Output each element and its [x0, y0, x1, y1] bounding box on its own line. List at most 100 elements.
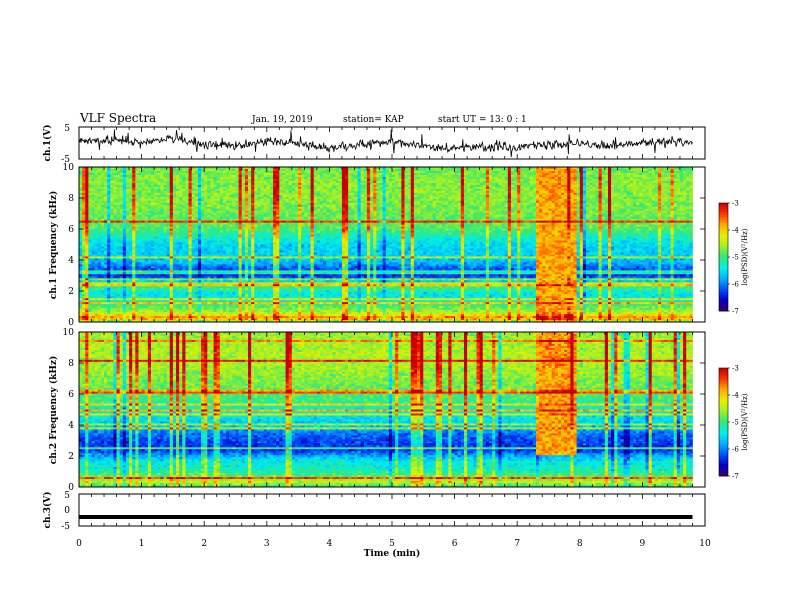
spectrogram-cell	[242, 195, 245, 197]
spectrogram-cell	[226, 266, 229, 268]
spectrogram-cell	[201, 306, 204, 308]
spectrogram-cell	[101, 173, 104, 175]
spectrogram-cell	[142, 225, 145, 227]
spectrogram-cell	[167, 221, 170, 223]
spectrogram-cell	[214, 181, 217, 183]
spectrogram-cell	[182, 225, 185, 227]
spectrogram-cell	[98, 312, 101, 314]
spectrogram-cell	[98, 245, 101, 247]
spectrogram-cell	[242, 248, 245, 250]
spectrogram-cell	[261, 258, 264, 260]
spectrogram-cell	[217, 272, 220, 274]
spectrogram-cell	[226, 316, 229, 318]
spectrogram-cell	[85, 199, 88, 201]
spectrogram-cell	[248, 256, 251, 258]
spectrogram-cell	[270, 231, 273, 233]
spectrogram-cell	[154, 300, 157, 302]
spectrogram-cell	[229, 215, 232, 217]
spectrogram-cell	[151, 239, 154, 241]
spectrogram-cell	[164, 276, 167, 278]
spectrogram-cell	[229, 181, 232, 183]
spectrogram-cell	[120, 185, 123, 187]
spectrogram-cell	[167, 306, 170, 308]
spectrogram-cell	[157, 211, 160, 213]
spectrogram-cell	[223, 215, 226, 217]
spectrogram-cell	[248, 286, 251, 288]
spectrogram-cell	[126, 286, 129, 288]
spectrogram-cell	[198, 195, 201, 197]
spectrogram-cell	[179, 221, 182, 223]
spectrogram-cell	[245, 292, 248, 294]
spectrogram-cell	[226, 294, 229, 296]
spectrogram-cell	[113, 266, 116, 268]
spectrogram-cell	[261, 314, 264, 316]
spectrogram-cell	[138, 189, 141, 191]
spectrogram-cell	[164, 175, 167, 177]
spectrogram-cell	[254, 193, 257, 195]
spectrogram-cell	[170, 243, 173, 245]
spectrogram-cell	[138, 243, 141, 245]
spectrogram-cell	[120, 276, 123, 278]
spectrogram-cell	[157, 199, 160, 201]
spectrogram-cell	[179, 209, 182, 211]
spectrogram-cell	[154, 217, 157, 219]
spectrogram-cell	[167, 207, 170, 209]
spectrogram-cell	[129, 264, 132, 266]
spectrogram-cell	[185, 286, 188, 288]
spectrogram-cell	[189, 225, 192, 227]
spectrogram-cell	[201, 203, 204, 205]
spectrogram-cell	[154, 286, 157, 288]
spectrogram-cell	[135, 181, 138, 183]
spectrogram-cell	[104, 280, 107, 282]
spectrogram-cell	[182, 264, 185, 266]
spectrogram-cell	[273, 231, 276, 233]
spectrogram-cell	[157, 181, 160, 183]
spectrogram-cell	[189, 187, 192, 189]
spectrogram-cell	[82, 179, 85, 181]
spectrogram-cell	[148, 292, 151, 294]
spectrogram-cell	[267, 195, 270, 197]
spectrogram-cell	[217, 245, 220, 247]
spectrogram-cell	[217, 286, 220, 288]
spectrogram-cell	[220, 211, 223, 213]
spectrogram-cell	[201, 243, 204, 245]
spectrogram-cell	[142, 201, 145, 203]
spectrogram-cell	[142, 306, 145, 308]
spectrogram-cell	[195, 248, 198, 250]
spectrogram-cell	[157, 266, 160, 268]
spectrogram-cell	[267, 223, 270, 225]
spectrogram-cell	[192, 193, 195, 195]
spectrogram-cell	[179, 308, 182, 310]
spectrogram-cell	[198, 207, 201, 209]
spectrogram-cell	[267, 211, 270, 213]
spectrogram-cell	[173, 237, 176, 239]
spectrogram-cell	[195, 195, 198, 197]
spectrogram-cell	[220, 308, 223, 310]
spectrogram-cell	[126, 302, 129, 304]
spectrogram-cell	[195, 245, 198, 247]
spectrogram-cell	[154, 316, 157, 318]
spectrogram-cell	[88, 223, 91, 225]
spectrogram-cell	[95, 211, 98, 213]
spectrogram-cell	[245, 278, 248, 280]
spectrogram-cell	[261, 300, 264, 302]
spectrogram-cell	[154, 264, 157, 266]
spectrogram-cell	[176, 250, 179, 252]
spectrogram-cell	[210, 189, 213, 191]
spectrogram-cell	[245, 201, 248, 203]
spectrogram-cell	[267, 252, 270, 254]
spectrogram-cell	[157, 256, 160, 258]
spectrogram-cell	[242, 207, 245, 209]
spectrogram-cell	[157, 195, 160, 197]
spectrogram-cell	[120, 292, 123, 294]
spectrogram-cell	[254, 266, 257, 268]
vlf-spectra-figure: VLF Spectra Jan. 19, 2019 station= KAP s…	[0, 0, 792, 612]
spectrogram-cell	[179, 185, 182, 187]
spectrogram-cell	[142, 175, 145, 177]
spectrogram-cell	[117, 221, 120, 223]
spectrogram-cell	[273, 235, 276, 237]
spectrogram-cell	[95, 270, 98, 272]
spectrogram-cell	[214, 308, 217, 310]
spectrogram-cell	[88, 266, 91, 268]
spectrogram-cell	[170, 179, 173, 181]
